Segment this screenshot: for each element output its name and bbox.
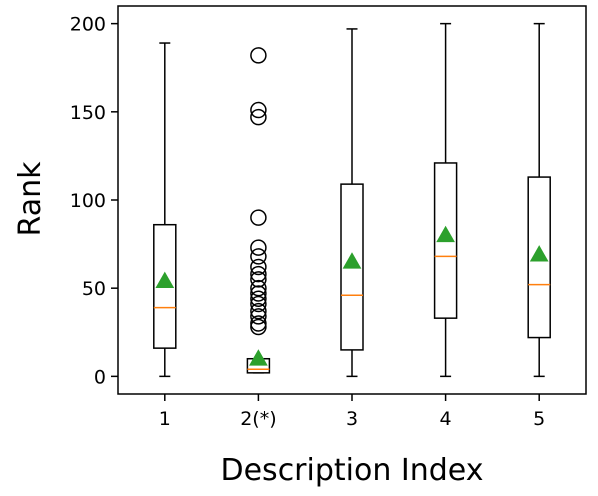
mean-marker [249, 349, 268, 366]
x-tick-label: 5 [533, 408, 545, 430]
outlier-point [250, 290, 267, 308]
box-1 [153, 42, 177, 378]
mean-marker [342, 252, 362, 269]
x-tick-label: 1 [159, 408, 171, 430]
boxes-group [153, 22, 551, 378]
x-tick-label: 3 [346, 408, 358, 430]
x-tick-label: 2(*) [240, 408, 276, 430]
outlier-point [250, 108, 267, 126]
x-axis-label: Description Index [221, 453, 484, 488]
outlier-point [250, 315, 267, 332]
mean-marker [436, 225, 455, 243]
outlier-point [250, 265, 267, 283]
outlier-point [250, 318, 267, 336]
y-tick-label: 200 [70, 14, 106, 36]
outlier-point [250, 258, 267, 276]
y-tick-label: 150 [70, 102, 106, 124]
y-axis: 0 50 100 150 200 [70, 14, 118, 388]
box-3 [340, 28, 364, 378]
box-2 [246, 47, 271, 374]
outlier-point [250, 279, 267, 297]
x-tick-label: 4 [440, 408, 452, 430]
outlier-point [250, 271, 267, 288]
y-tick-label: 0 [94, 366, 106, 388]
outlier-point [250, 302, 267, 320]
outlier-point [250, 239, 267, 256]
outlier-point [250, 248, 267, 265]
outlier-point [250, 101, 267, 119]
mean-marker [155, 271, 175, 289]
y-axis-label: Rank [13, 161, 48, 237]
outlier-point [250, 47, 267, 64]
y-tick-label: 50 [82, 278, 106, 300]
y-tick-label: 100 [70, 190, 106, 212]
mean-marker [529, 245, 549, 262]
outlier-point [250, 209, 267, 226]
x-axis: 1 2(*) 3 4 5 [159, 394, 545, 430]
box-4 [433, 22, 458, 378]
outlier-point [250, 285, 267, 302]
outlier-point [250, 295, 267, 313]
box-5 [527, 22, 551, 378]
outlier-point [250, 308, 267, 325]
